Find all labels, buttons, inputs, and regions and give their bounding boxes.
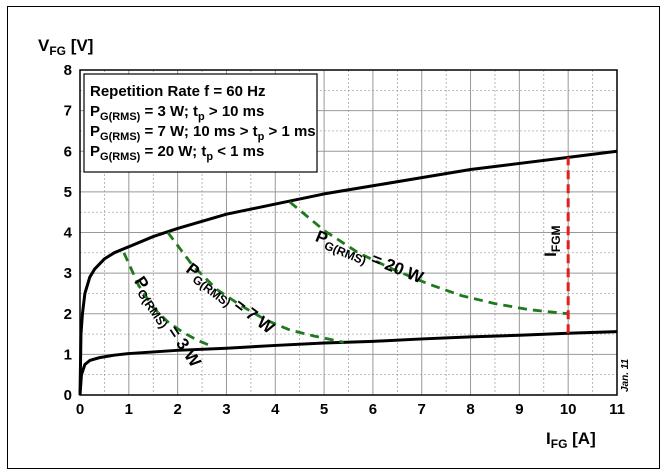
- series-line-2: [78, 330, 618, 396]
- annotations: PG(RMS) = 3 WPG(RMS) = 7 W PG(RMS) = 20 W…: [128, 225, 563, 373]
- x-tick-label: 1: [125, 401, 133, 418]
- x-tick-label: 11: [609, 401, 625, 418]
- y-tick-label: 6: [64, 143, 72, 160]
- series-line-1: [78, 149, 618, 396]
- y-tick-label: 2: [64, 306, 72, 323]
- chart-frame: [7, 6, 660, 469]
- y-tick-label: 0: [64, 387, 72, 404]
- y-tick-label: 4: [64, 225, 73, 242]
- date-stamp: Jan. 11: [620, 358, 631, 392]
- y-tick-label: 8: [64, 62, 72, 79]
- curve-label: PG(RMS) = 20 W: [312, 227, 427, 291]
- curve-label: PG(RMS) = 3 W: [128, 273, 205, 373]
- series-line-5: [289, 200, 569, 316]
- x-tick-label: 3: [222, 401, 230, 418]
- x-tick-label: 0: [76, 401, 84, 418]
- x-tick-label: 2: [173, 401, 181, 418]
- legend-entry: PG(RMS) = 7 W; 10 ms > tp > 1 ms: [90, 123, 316, 143]
- legend-box: [83, 73, 318, 173]
- x-tick-label: 4: [271, 401, 280, 418]
- x-tick-label: 6: [369, 401, 377, 418]
- x-tick-label: 9: [515, 401, 523, 418]
- legend-entry: PG(RMS) = 3 W; tp > 10 ms: [90, 103, 264, 123]
- legend-entry: Repetition Rate f = 60 Hz: [90, 83, 265, 100]
- legend: Repetition Rate f = 60 Hz PG(RMS) = 3 W; …: [83, 73, 318, 173]
- series-group: [78, 149, 618, 396]
- y-tick-label: 3: [64, 265, 72, 282]
- x-tick-label: 5: [320, 401, 328, 418]
- curve-label: PG(RMS) = 7 W: [181, 259, 279, 340]
- y-tick-label: 7: [64, 103, 72, 120]
- y-tick-label: 1: [64, 346, 72, 363]
- series-line-4: [166, 231, 344, 344]
- y-axis-label: VFG [V]: [38, 36, 93, 58]
- x-axis-label: IFG [A]: [546, 429, 596, 451]
- series-line-3: [122, 252, 213, 348]
- plot-border: [79, 69, 618, 396]
- legend-entry: PG(RMS) = 20 W; tp < 1 ms: [90, 143, 264, 163]
- x-tick-label: 7: [418, 401, 426, 418]
- tick-labels: 0 1 2 3 4 5 6 7 8 9 10 11 0 1 2 3 4 5 6 7 8: [64, 62, 625, 418]
- y-tick-label: 5: [64, 184, 72, 201]
- curve-label: IFGM: [541, 225, 563, 256]
- x-tick-label: 8: [466, 401, 474, 418]
- x-tick-label: 10: [560, 401, 577, 418]
